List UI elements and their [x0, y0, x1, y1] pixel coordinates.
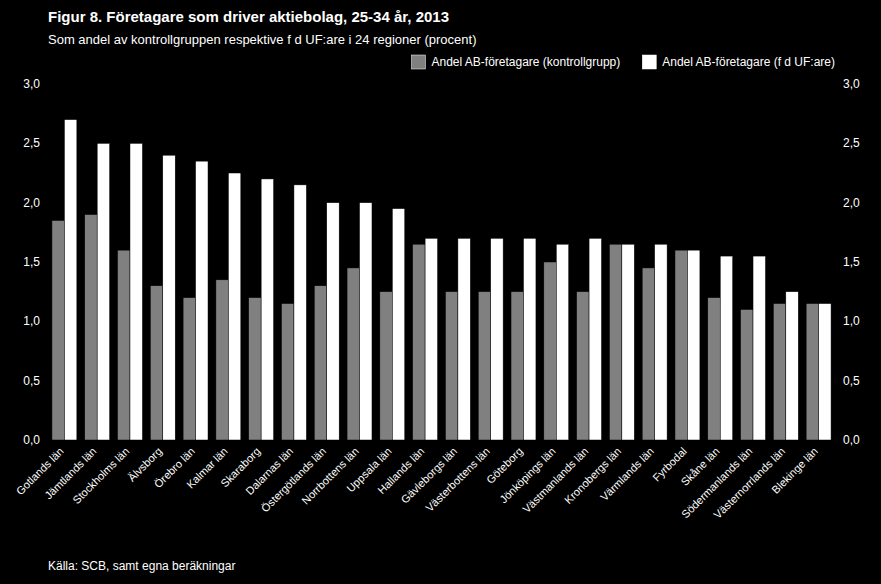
y-tick-label: 2,0: [23, 196, 40, 210]
bar: [85, 215, 97, 440]
bar: [314, 286, 326, 440]
bar: [327, 203, 339, 440]
title: Figur 8. Företagare som driver aktiebola…: [48, 8, 449, 25]
bar: [753, 256, 765, 440]
bar: [741, 309, 753, 440]
bar: [150, 286, 162, 440]
bar: [773, 304, 785, 440]
x-tick-label: Norrbottens län: [299, 445, 361, 507]
bar: [556, 244, 568, 440]
bar: [425, 238, 437, 440]
bar: [589, 238, 601, 440]
bar: [609, 244, 621, 440]
bar: [445, 292, 457, 440]
y-tick-label: 1,5: [23, 255, 40, 269]
source: Källa: SCB, samt egna beräkningar: [48, 559, 235, 573]
bar: [806, 304, 818, 440]
y2-tick-label: 3,0: [843, 77, 860, 91]
y2-tick-label: 2,5: [843, 136, 860, 150]
bar: [52, 220, 64, 440]
x-tick-label: Jönköpings län: [497, 445, 557, 505]
bar: [523, 238, 535, 440]
x-tick-label: Blekinge län: [769, 445, 820, 496]
bar: [622, 244, 634, 440]
bar: [458, 238, 470, 440]
bar: [261, 179, 273, 440]
y2-tick-label: 1,5: [843, 255, 860, 269]
x-tick-label: Värmlands län: [598, 445, 656, 503]
legend-label: Andel AB-företagare (f d UF:are): [662, 55, 835, 69]
y2-tick-label: 0,0: [843, 433, 860, 447]
bar: [392, 209, 404, 440]
x-tick-label: Stockholms län: [70, 445, 131, 506]
bar: [281, 304, 293, 440]
bar: [819, 304, 831, 440]
bar: [360, 203, 372, 440]
legend: Andel AB-företagare (kontrollgrupp) Andel…: [411, 55, 835, 69]
y-tick-label: 0,5: [23, 374, 40, 388]
bar: [216, 280, 228, 440]
y2-tick-label: 2,0: [843, 196, 860, 210]
y-tick-label: 1,0: [23, 314, 40, 328]
y-tick-label: 3,0: [23, 77, 40, 91]
bar: [64, 120, 76, 440]
bar: [294, 185, 306, 440]
bar: [380, 292, 392, 440]
bar: [97, 143, 109, 440]
chart: Figur 8. Företagare som driver aktiebola…: [0, 0, 881, 584]
bar: [491, 238, 503, 440]
bar: [130, 143, 142, 440]
bar: [511, 292, 523, 440]
y2-tick-label: 0,5: [843, 374, 860, 388]
bars: [52, 120, 831, 440]
bar: [655, 244, 667, 440]
legend-label: Andel AB-företagare (kontrollgrupp): [431, 55, 620, 69]
subtitle: Som andel av kontrollgruppen respektive …: [48, 32, 477, 47]
bar: [347, 268, 359, 440]
bar: [687, 250, 699, 440]
bar: [196, 161, 208, 440]
legend-swatch: [642, 55, 656, 69]
bar: [118, 250, 130, 440]
legend-swatch: [411, 55, 425, 69]
bar: [544, 262, 556, 440]
bar: [163, 155, 175, 440]
bar: [786, 292, 798, 440]
bar: [183, 298, 195, 440]
background: [0, 0, 881, 584]
bar: [249, 298, 261, 440]
bar: [708, 298, 720, 440]
y-tick-label: 2,5: [23, 136, 40, 150]
x-tick-label: Kronobergs län: [562, 445, 623, 506]
y2-tick-label: 1,0: [843, 314, 860, 328]
bar: [675, 250, 687, 440]
x-tick-label: Västerbottens län: [423, 445, 492, 514]
bar: [720, 256, 732, 440]
bar: [413, 244, 425, 440]
bar: [577, 292, 589, 440]
y-tick-label: 0,0: [23, 433, 40, 447]
x-tick-label: Gävleborgs län: [398, 445, 459, 506]
bar: [642, 268, 654, 440]
bar: [478, 292, 490, 440]
bar: [228, 173, 240, 440]
